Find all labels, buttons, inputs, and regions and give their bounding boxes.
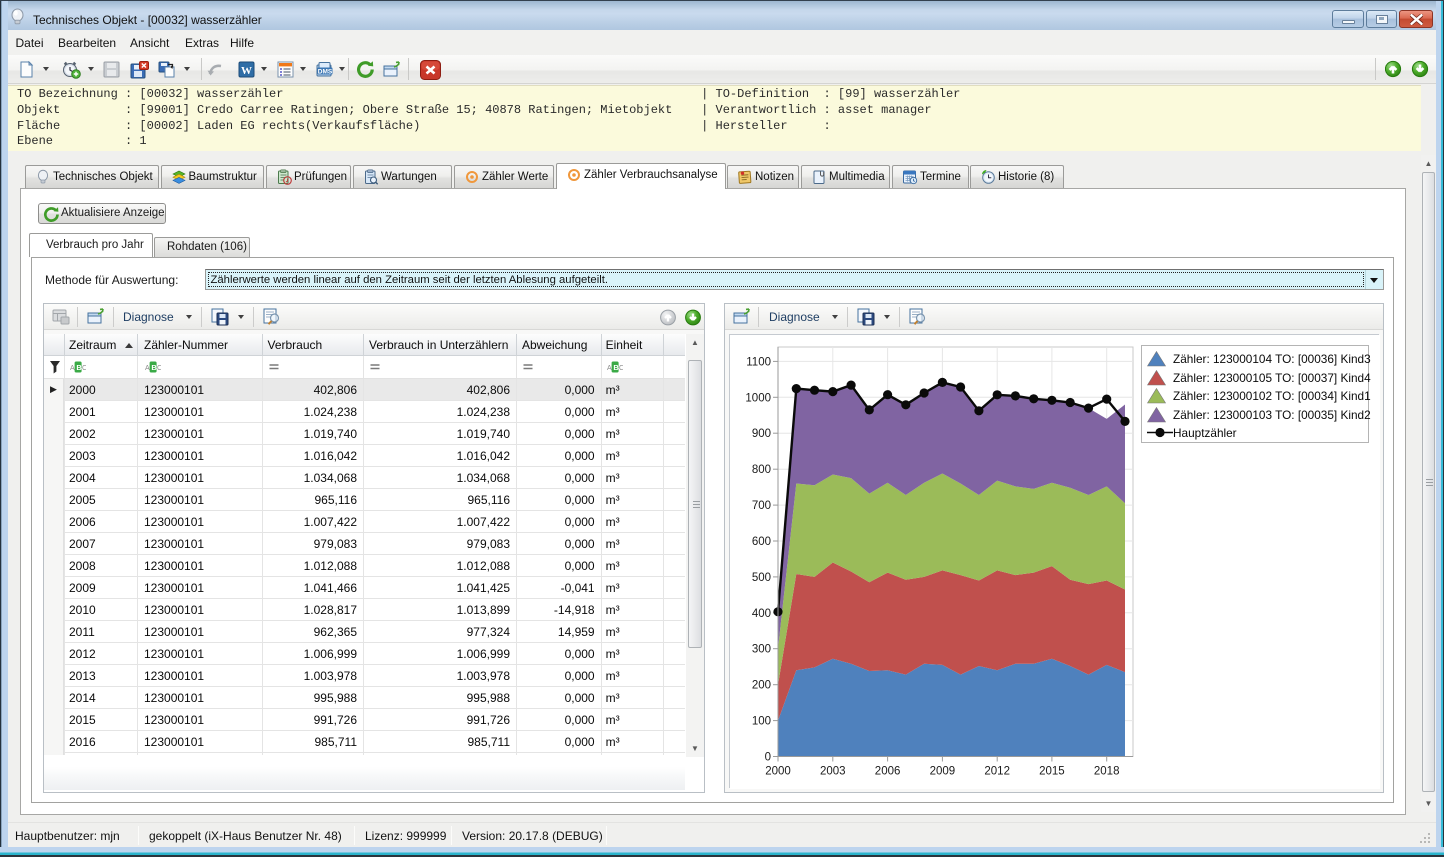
svg-text:W: W [241,65,252,77]
svg-text:200: 200 [752,680,771,692]
svg-text:2003: 2003 [820,766,846,778]
svg-text:900: 900 [752,428,771,440]
svg-text:2018: 2018 [1094,766,1120,778]
svg-text:800: 800 [752,464,771,476]
svg-text:2000: 2000 [765,766,791,778]
svg-text:1000: 1000 [745,392,771,404]
svg-text:C: C [157,365,161,372]
svg-text:2006: 2006 [875,766,901,778]
svg-text:A: A [70,365,75,372]
svg-text:C: C [619,365,623,372]
svg-text:600: 600 [752,536,771,548]
svg-text:A: A [145,365,150,372]
svg-text:400: 400 [752,608,771,620]
svg-text:DMS: DMS [318,69,333,76]
svg-text:B: B [613,363,619,372]
svg-text:1100: 1100 [746,356,771,368]
svg-text:B: B [76,363,82,372]
svg-text:B: B [151,363,157,372]
svg-text:500: 500 [752,572,771,584]
svg-text:C: C [82,365,86,372]
svg-text:0: 0 [765,752,771,764]
svg-text:2015: 2015 [1039,766,1065,778]
svg-text:700: 700 [752,500,771,512]
svg-text:100: 100 [752,716,771,728]
svg-text:2012: 2012 [984,766,1010,778]
svg-text:2009: 2009 [930,766,956,778]
svg-text:A: A [607,365,612,372]
svg-text:300: 300 [752,644,771,656]
